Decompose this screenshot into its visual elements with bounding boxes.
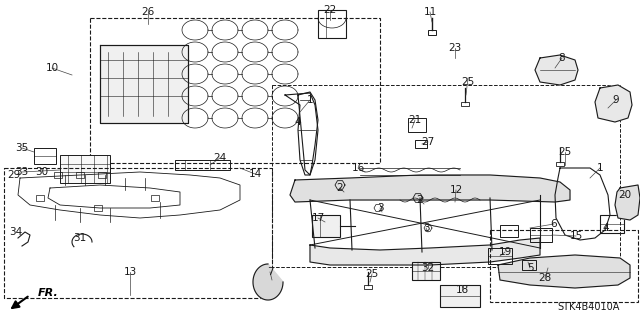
Bar	[100, 45, 188, 123]
Text: 3: 3	[422, 223, 429, 233]
Polygon shape	[310, 238, 540, 265]
Text: 18: 18	[456, 285, 468, 295]
Text: 13: 13	[124, 267, 136, 277]
Text: STK4B4010A: STK4B4010A	[557, 302, 620, 312]
Text: 14: 14	[248, 169, 262, 179]
Text: 9: 9	[612, 95, 620, 105]
Text: 2: 2	[417, 195, 423, 205]
Bar	[272, 85, 620, 267]
Text: 31: 31	[74, 233, 86, 243]
Text: 21: 21	[408, 115, 422, 125]
Bar	[54, 172, 62, 178]
Text: 12: 12	[449, 185, 463, 195]
Text: 4: 4	[603, 223, 609, 233]
Text: 30: 30	[35, 167, 49, 177]
Text: 3: 3	[377, 203, 383, 213]
Bar	[415, 140, 427, 148]
Text: 17: 17	[312, 213, 324, 223]
Polygon shape	[535, 55, 578, 85]
Text: 2: 2	[337, 183, 343, 193]
Text: 25: 25	[461, 77, 475, 87]
Bar	[530, 228, 552, 242]
Bar	[312, 215, 340, 237]
Polygon shape	[498, 255, 630, 288]
Bar	[440, 285, 480, 307]
Text: 4: 4	[294, 117, 301, 127]
Bar	[500, 225, 518, 237]
Bar	[4, 168, 272, 298]
Bar	[36, 195, 44, 201]
Text: 34: 34	[10, 227, 22, 237]
Text: 28: 28	[538, 273, 552, 283]
Bar	[556, 162, 564, 166]
Text: 20: 20	[618, 190, 632, 200]
Bar	[98, 172, 106, 178]
Text: 7: 7	[267, 267, 273, 277]
Bar	[412, 262, 440, 280]
Text: 27: 27	[421, 137, 435, 147]
Text: 24: 24	[213, 153, 227, 163]
Text: 25: 25	[365, 269, 379, 279]
Text: 32: 32	[421, 263, 435, 273]
Polygon shape	[615, 185, 640, 220]
Text: 35: 35	[15, 143, 29, 153]
Bar	[318, 10, 346, 38]
Bar	[490, 230, 638, 302]
Text: 22: 22	[323, 5, 337, 15]
Polygon shape	[253, 264, 283, 300]
Text: 16: 16	[351, 163, 365, 173]
Text: 11: 11	[424, 7, 436, 17]
Text: 25: 25	[558, 147, 572, 157]
Text: FR.: FR.	[38, 288, 59, 298]
Text: 8: 8	[559, 53, 565, 63]
Bar	[60, 155, 110, 183]
Bar	[34, 148, 56, 164]
Text: 19: 19	[499, 247, 511, 257]
Bar	[151, 195, 159, 201]
Text: 6: 6	[550, 219, 557, 229]
Bar	[408, 118, 426, 132]
Polygon shape	[290, 175, 570, 202]
Text: 5: 5	[527, 263, 533, 273]
Bar	[175, 160, 230, 170]
Text: 1: 1	[307, 95, 314, 105]
Polygon shape	[595, 85, 632, 122]
Text: 33: 33	[15, 167, 29, 177]
Bar	[522, 260, 536, 270]
Text: 23: 23	[449, 43, 461, 53]
Text: 26: 26	[141, 7, 155, 17]
Text: 1: 1	[596, 163, 604, 173]
Text: 10: 10	[45, 63, 59, 73]
Bar	[461, 102, 469, 106]
Bar	[428, 30, 436, 35]
Bar	[488, 248, 512, 264]
Bar	[94, 205, 102, 211]
Text: 29: 29	[8, 170, 20, 180]
Text: 15: 15	[570, 231, 582, 241]
Bar	[90, 18, 380, 163]
Bar	[76, 172, 84, 178]
Bar	[364, 285, 372, 289]
Bar	[600, 215, 624, 233]
